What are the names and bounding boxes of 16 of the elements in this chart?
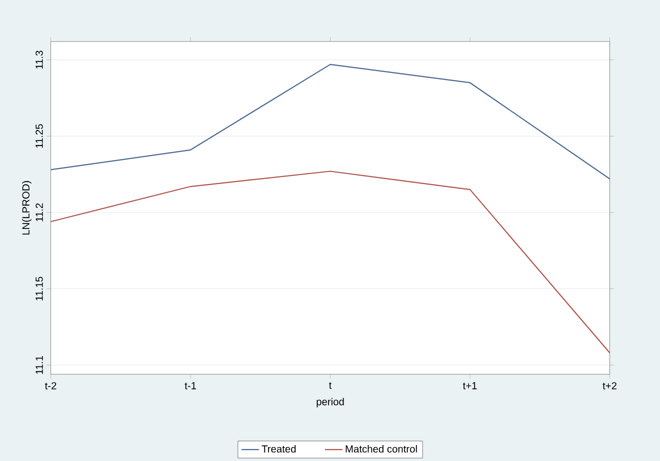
y-tick-label: 11.15 xyxy=(36,276,43,300)
legend-label: Matched control xyxy=(346,444,417,452)
y-tick-label: 11.1 xyxy=(36,356,43,374)
y-tick-label: 11.3 xyxy=(36,50,43,68)
x-axis-title: period xyxy=(316,398,344,408)
x-tick-label: t xyxy=(329,382,332,389)
x-tick-label: t+2 xyxy=(602,382,616,390)
x-tick-label: t-2 xyxy=(44,382,56,390)
line-series xyxy=(50,170,610,354)
legend-label: Treated xyxy=(262,444,296,452)
y-tick-label: 11.2 xyxy=(36,203,43,222)
y-tick-label: 11.25 xyxy=(36,124,43,148)
y-axis-title: LN(LPROD) xyxy=(22,180,32,234)
line-series xyxy=(50,64,610,180)
x-tick-label: t-1 xyxy=(184,382,196,390)
x-tick-label: t+1 xyxy=(462,382,477,390)
